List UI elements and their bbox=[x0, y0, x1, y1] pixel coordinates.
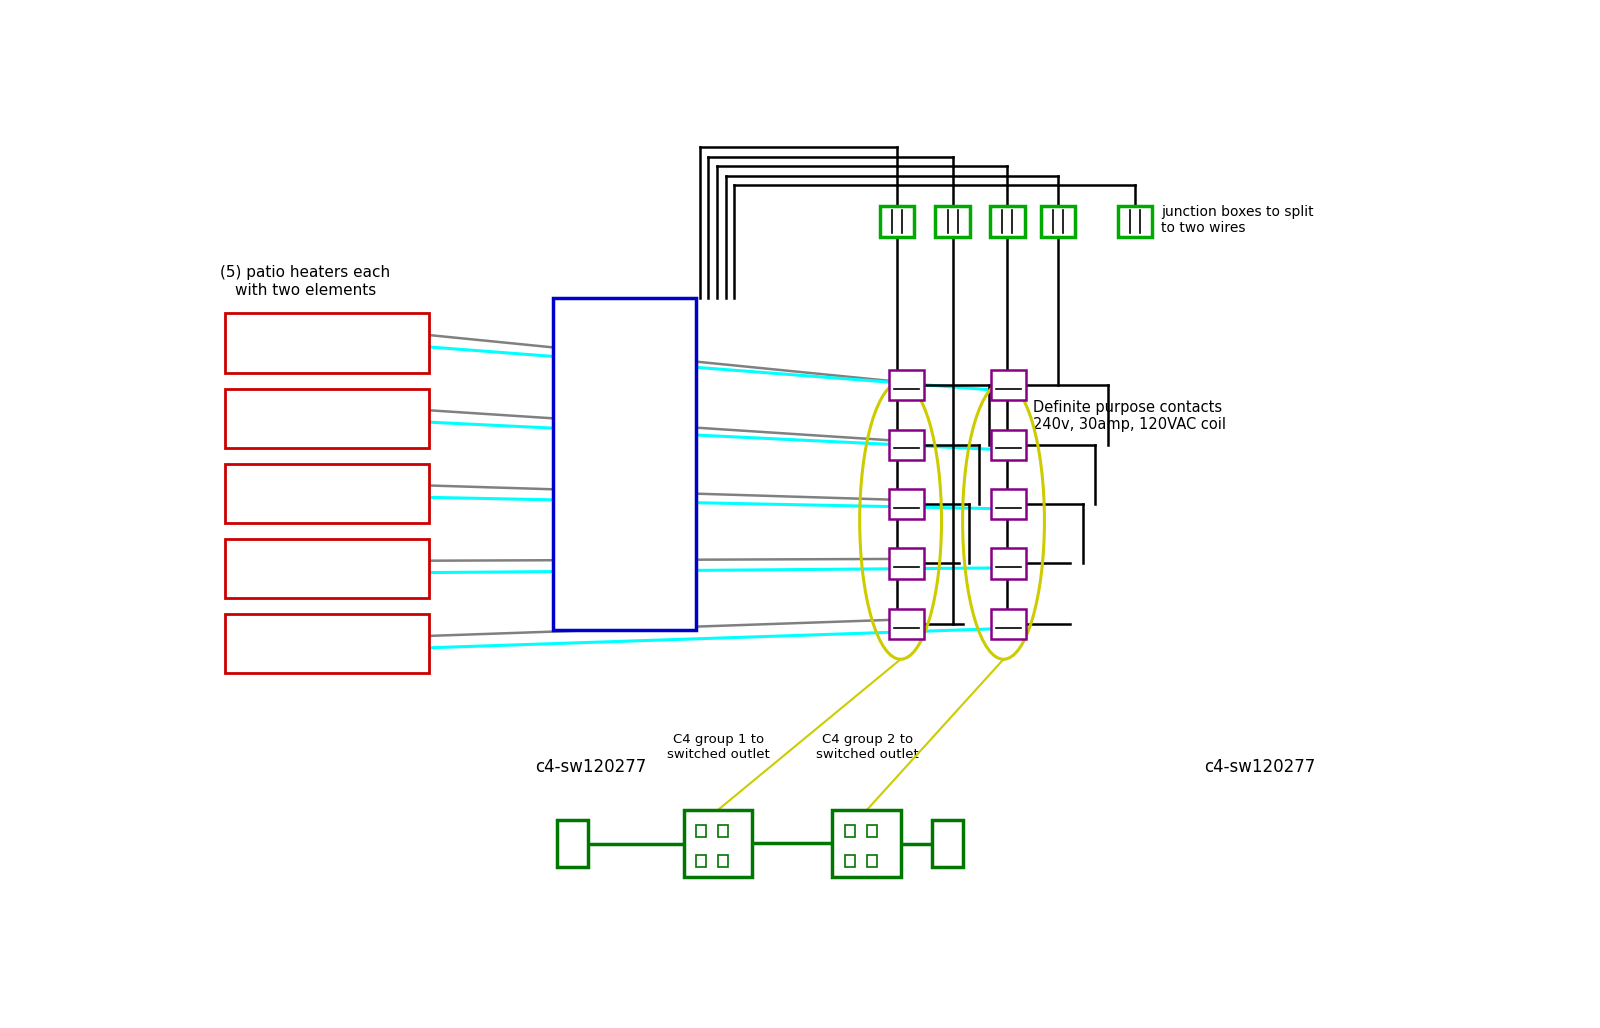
Text: (5) patio heaters each
with two elements: (5) patio heaters each with two elements bbox=[221, 265, 390, 298]
Bar bbox=[696, 854, 706, 868]
Bar bbox=[696, 824, 706, 838]
Bar bbox=[867, 854, 877, 868]
Text: C4 group 2 to
switched outlet: C4 group 2 to switched outlet bbox=[816, 733, 918, 761]
Text: C4 group 1 to
switched outlet: C4 group 1 to switched outlet bbox=[667, 733, 770, 761]
Text: junction boxes to split
to two wires: junction boxes to split to two wires bbox=[1162, 205, 1314, 235]
Text: c4-sw120277: c4-sw120277 bbox=[1205, 759, 1315, 776]
Bar bbox=[990, 489, 1026, 519]
Bar bbox=[1040, 206, 1075, 237]
Bar bbox=[718, 824, 728, 838]
Bar bbox=[832, 810, 901, 877]
Bar bbox=[936, 206, 970, 237]
Bar bbox=[890, 489, 925, 519]
Bar bbox=[990, 206, 1024, 237]
Text: c4-sw120277: c4-sw120277 bbox=[534, 759, 646, 776]
Bar bbox=[890, 430, 925, 460]
Bar bbox=[845, 824, 854, 838]
Bar bbox=[557, 820, 589, 868]
Text: Electrical panel: Electrical panel bbox=[566, 495, 683, 511]
Bar bbox=[990, 370, 1026, 400]
Bar bbox=[931, 820, 963, 868]
Bar bbox=[1117, 206, 1152, 237]
Bar bbox=[554, 297, 696, 630]
Bar bbox=[890, 370, 925, 400]
Bar bbox=[224, 614, 429, 673]
Bar bbox=[224, 539, 429, 598]
Bar bbox=[990, 548, 1026, 579]
Bar bbox=[718, 854, 728, 868]
Bar bbox=[224, 464, 429, 523]
Bar bbox=[224, 389, 429, 448]
Bar bbox=[990, 610, 1026, 639]
Bar bbox=[880, 206, 914, 237]
Bar bbox=[845, 854, 854, 868]
Bar bbox=[867, 824, 877, 838]
Text: Definite purpose contacts
240v, 30amp, 120VAC coil: Definite purpose contacts 240v, 30amp, 1… bbox=[1034, 400, 1226, 433]
Bar bbox=[224, 314, 429, 373]
Bar bbox=[890, 610, 925, 639]
Bar bbox=[990, 430, 1026, 460]
Bar bbox=[890, 548, 925, 579]
Bar bbox=[683, 810, 752, 877]
